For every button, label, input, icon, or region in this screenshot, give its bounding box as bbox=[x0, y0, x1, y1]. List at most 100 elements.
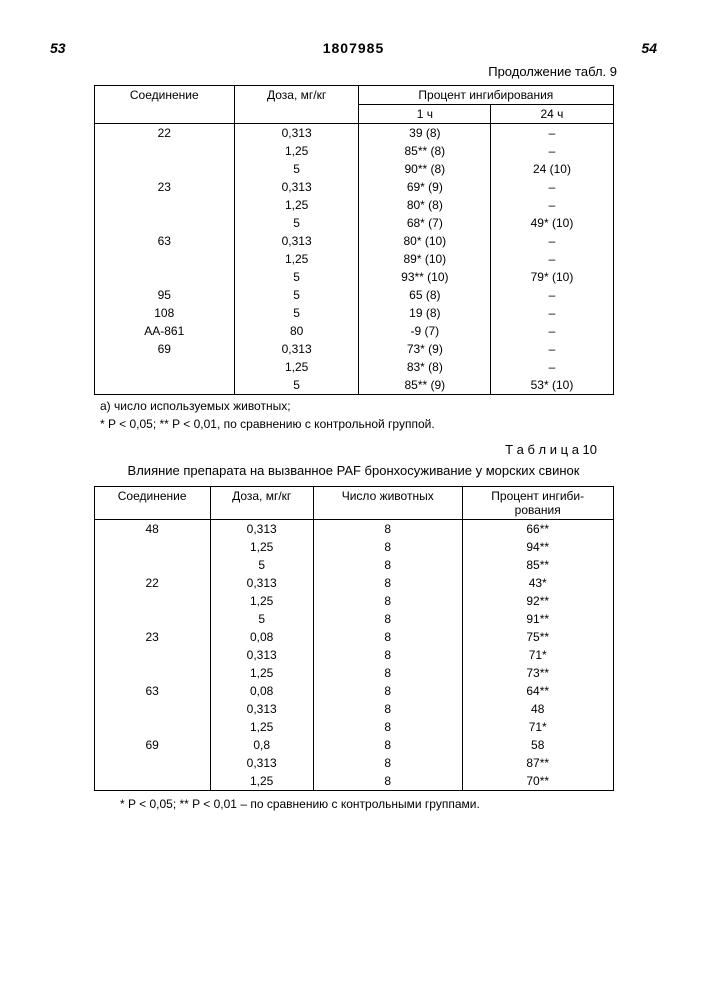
table-cell: 49* (10) bbox=[491, 214, 613, 232]
table-cell: 8 bbox=[313, 700, 462, 718]
table-cell: 8 bbox=[313, 736, 462, 754]
table-cell: 0,313 bbox=[210, 574, 313, 592]
table-cell bbox=[94, 250, 235, 268]
table-cell: 23 bbox=[94, 628, 210, 646]
table-cell: 5 bbox=[210, 610, 313, 628]
table-cell: АА-861 bbox=[94, 322, 235, 340]
table-cell: 80* (10) bbox=[359, 232, 491, 250]
table-cell: 68* (7) bbox=[359, 214, 491, 232]
table-cell: 0,313 bbox=[210, 754, 313, 772]
table-cell: 8 bbox=[313, 592, 462, 610]
table-cell: 83* (8) bbox=[359, 358, 491, 376]
table-cell: 22 bbox=[94, 124, 235, 143]
table-cell: 0,08 bbox=[210, 682, 313, 700]
table-cell: 1,25 bbox=[210, 538, 313, 556]
table-cell: 108 bbox=[94, 304, 235, 322]
table10-caption: Влияние препарата на вызванное PAF бронх… bbox=[94, 463, 614, 480]
table-cell: 43* bbox=[462, 574, 613, 592]
table-cell: 73* (9) bbox=[359, 340, 491, 358]
table-cell bbox=[94, 754, 210, 772]
table-cell: – bbox=[491, 286, 613, 304]
table-cell: 0,8 bbox=[210, 736, 313, 754]
table-cell: 0,313 bbox=[210, 646, 313, 664]
table-cell: 1,25 bbox=[210, 772, 313, 791]
page-right: 54 bbox=[641, 40, 657, 56]
table-cell: 24 (10) bbox=[491, 160, 613, 178]
table-cell: 95 bbox=[94, 286, 235, 304]
table-cell: 89* (10) bbox=[359, 250, 491, 268]
table-cell: 93** (10) bbox=[359, 268, 491, 286]
table-cell: 0,313 bbox=[235, 178, 359, 196]
table-cell bbox=[94, 610, 210, 628]
page-left: 53 bbox=[50, 40, 66, 56]
table-cell bbox=[94, 718, 210, 736]
table-cell: 71* bbox=[462, 646, 613, 664]
table10: Соединение Доза, мг/кг Число животных Пр… bbox=[94, 486, 614, 791]
t9-col-compound: Соединение bbox=[94, 86, 235, 124]
table-cell: – bbox=[491, 322, 613, 340]
table-cell: 8 bbox=[313, 610, 462, 628]
table-cell: 5 bbox=[235, 214, 359, 232]
table-cell: -9 (7) bbox=[359, 322, 491, 340]
table10-label: Т а б л и ц а 10 bbox=[50, 442, 597, 457]
table-cell: 92** bbox=[462, 592, 613, 610]
t10-footnote: * P < 0,05; ** P < 0,01 – по сравнению с… bbox=[120, 797, 657, 811]
t9-col-pct: Процент ингибирования bbox=[359, 86, 613, 105]
table-cell: 63 bbox=[94, 232, 235, 250]
table-cell: 48 bbox=[94, 520, 210, 539]
table-cell: 5 bbox=[235, 304, 359, 322]
table-cell: – bbox=[491, 142, 613, 160]
table-cell: 8 bbox=[313, 772, 462, 791]
table-cell bbox=[94, 268, 235, 286]
t10-col-n: Число животных bbox=[313, 487, 462, 520]
table-cell: 0,313 bbox=[210, 520, 313, 539]
table-cell: 0,313 bbox=[210, 700, 313, 718]
table-cell bbox=[94, 376, 235, 395]
table-cell bbox=[94, 700, 210, 718]
table-cell: 8 bbox=[313, 718, 462, 736]
table-cell: – bbox=[491, 358, 613, 376]
table-cell: 5 bbox=[235, 286, 359, 304]
page-header: 53 1807985 54 bbox=[50, 40, 657, 56]
t9-col-1h: 1 ч bbox=[359, 105, 491, 124]
t10-col-pct: Процент ингиби- рования bbox=[462, 487, 613, 520]
table-cell: 69 bbox=[94, 340, 235, 358]
table-cell: 85** (9) bbox=[359, 376, 491, 395]
table-cell: 22 bbox=[94, 574, 210, 592]
table-cell bbox=[94, 592, 210, 610]
table-cell: – bbox=[491, 124, 613, 143]
table-cell: 8 bbox=[313, 538, 462, 556]
table-cell: 90** (8) bbox=[359, 160, 491, 178]
table-cell bbox=[94, 214, 235, 232]
table-cell: 1,25 bbox=[235, 250, 359, 268]
table-cell: 58 bbox=[462, 736, 613, 754]
t10-col-dose: Доза, мг/кг bbox=[210, 487, 313, 520]
table-cell: 0,313 bbox=[235, 124, 359, 143]
table-cell bbox=[94, 772, 210, 791]
table-cell: 8 bbox=[313, 628, 462, 646]
table-cell: 91** bbox=[462, 610, 613, 628]
table-cell: 23 bbox=[94, 178, 235, 196]
table-cell: 5 bbox=[235, 268, 359, 286]
table-cell: 69* (9) bbox=[359, 178, 491, 196]
table-cell: 39 (8) bbox=[359, 124, 491, 143]
table-cell: 53* (10) bbox=[491, 376, 613, 395]
table-cell bbox=[94, 142, 235, 160]
t9-footnote-a: а) число используемых животных; bbox=[100, 399, 657, 415]
table-cell: 1,25 bbox=[210, 592, 313, 610]
table-cell bbox=[94, 358, 235, 376]
table-cell: 87** bbox=[462, 754, 613, 772]
table-cell: 8 bbox=[313, 556, 462, 574]
table-cell bbox=[94, 646, 210, 664]
table-cell: 0,08 bbox=[210, 628, 313, 646]
table-cell: 64** bbox=[462, 682, 613, 700]
table-cell: 19 (8) bbox=[359, 304, 491, 322]
table-cell: 71* bbox=[462, 718, 613, 736]
table-cell: – bbox=[491, 232, 613, 250]
table-cell: 80 bbox=[235, 322, 359, 340]
t9-footnote-b: * P < 0,05; ** P < 0,01, по сравнению с … bbox=[100, 417, 657, 433]
table-cell bbox=[94, 556, 210, 574]
table-cell: 80* (8) bbox=[359, 196, 491, 214]
table-cell: 0,313 bbox=[235, 232, 359, 250]
table-cell: 69 bbox=[94, 736, 210, 754]
